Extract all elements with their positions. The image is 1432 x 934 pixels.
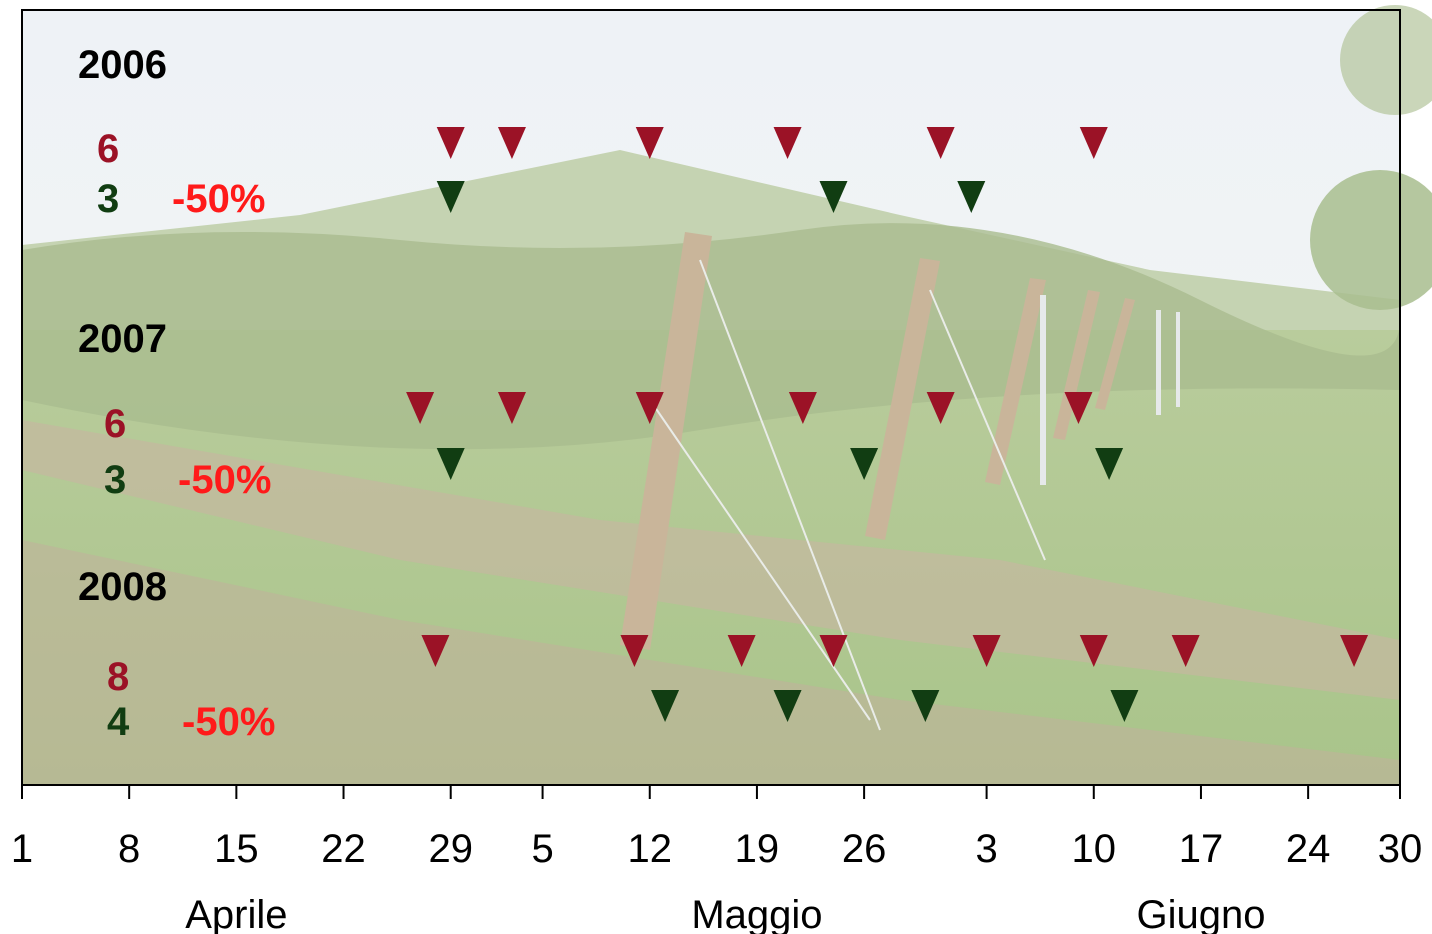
full-spray-marker: [788, 392, 817, 424]
x-tick-label: 24: [1286, 827, 1331, 871]
reduction-label: -50%: [178, 458, 271, 502]
month-label: Giugno: [1136, 893, 1265, 934]
full-spray-marker: [406, 392, 435, 424]
full-spray-marker: [972, 635, 1001, 667]
x-tick-label: 5: [531, 827, 553, 871]
reduced-spray-marker: [819, 181, 848, 213]
full-spray-marker: [1079, 127, 1108, 159]
full-spray-marker: [421, 635, 450, 667]
year-label: 2007: [78, 317, 167, 361]
full-spray-marker: [819, 635, 848, 667]
full-spray-marker: [1064, 392, 1093, 424]
reduction-label: -50%: [182, 700, 275, 744]
reduced-count-label: 4: [107, 700, 130, 744]
x-tick-label: 10: [1072, 827, 1117, 871]
year-label: 2006: [78, 43, 167, 87]
reduced-spray-marker: [911, 690, 940, 722]
reduced-count-label: 3: [104, 458, 126, 502]
full-spray-marker: [773, 127, 802, 159]
full-spray-marker: [620, 635, 649, 667]
full-spray-marker: [497, 392, 526, 424]
spray-markers: [406, 127, 1369, 722]
full-spray-marker: [497, 127, 526, 159]
x-tick-label: 12: [628, 827, 673, 871]
reduced-spray-marker: [850, 448, 879, 480]
reduced-spray-marker: [651, 690, 680, 722]
x-tick-label: 29: [428, 827, 473, 871]
full-spray-marker: [1079, 635, 1108, 667]
year-labels: 2006 6 3 -50% 2007 6 3 -50% 2008 84 -50%: [78, 43, 275, 744]
full-spray-marker: [926, 392, 955, 424]
year-label: 2008: [78, 565, 167, 609]
reduced-spray-marker: [957, 181, 986, 213]
full-spray-marker: [635, 127, 664, 159]
reduced-spray-marker: [1095, 448, 1124, 480]
reduction-label: -50%: [172, 177, 265, 221]
vineyard-photo: [22, 5, 1432, 785]
x-tick-label: 3: [975, 827, 997, 871]
reduced-spray-marker: [436, 181, 465, 213]
full-spray-marker: [635, 392, 664, 424]
full-count-label: 6: [97, 127, 119, 171]
full-spray-marker: [436, 127, 465, 159]
reduced-spray-marker: [436, 448, 465, 480]
full-count-label: 6: [104, 402, 126, 446]
x-axis: 1 8 15 22 29 5 12 19 26 3 10 17 24 30 Aprile Maggio Giug…: [11, 785, 1422, 934]
x-tick-label: 15: [214, 827, 259, 871]
x-tick-label: 26: [842, 827, 887, 871]
full-spray-marker: [1171, 635, 1200, 667]
x-tick-label: 19: [735, 827, 780, 871]
month-label: Aprile: [185, 893, 287, 934]
reduced-spray-marker: [1110, 690, 1139, 722]
reduced-spray-marker: [773, 690, 802, 722]
full-spray-marker: [1340, 635, 1369, 667]
x-tick-label: 17: [1179, 827, 1224, 871]
full-count-label: 8: [107, 655, 129, 699]
month-label: Maggio: [691, 893, 822, 934]
x-tick-label: 8: [118, 827, 140, 871]
plot-frame: [21, 9, 1401, 786]
full-spray-marker: [926, 127, 955, 159]
x-tick-label: 1: [11, 827, 33, 871]
x-tick-label: 22: [321, 827, 366, 871]
reduced-count-label: 3: [97, 177, 119, 221]
full-spray-marker: [727, 635, 756, 667]
x-tick-label: 30: [1378, 827, 1423, 871]
